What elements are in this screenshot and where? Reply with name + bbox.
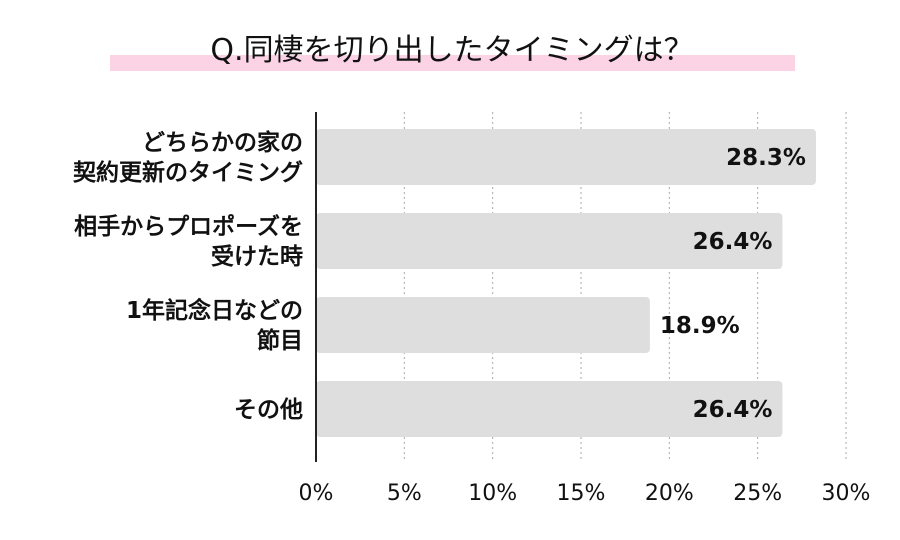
bar [316,129,816,185]
category-label: 相手からプロポーズを [74,213,303,240]
chart-title: Q.同棲を切り出したタイミングは？ [210,33,693,68]
category-label: 1年記念日などの [126,297,303,324]
category-label: 受けた時 [211,243,303,270]
category-label: その他 [234,397,303,423]
x-tick-label: 15% [557,481,606,506]
x-tick-labels: 0% 5% 10% 15% 20% 25% 30% [299,481,871,506]
title-underline [110,55,795,71]
bar [316,213,783,269]
category-label: 節目 [257,327,303,354]
category-label: どちらかの家の [142,129,303,156]
x-tick-label: 20% [645,481,694,506]
value-labels: 28.3% 26.4% 18.9% 26.4% [660,145,806,423]
value-label: 28.3% [726,145,806,171]
x-tick-label: 10% [468,481,517,506]
x-tick-label: 25% [733,481,782,506]
value-label: 26.4% [693,229,773,255]
bar [316,297,650,353]
chart-title-group: Q.同棲を切り出したタイミングは？ [110,33,795,71]
x-tick-label: 0% [299,481,334,506]
bar [316,381,783,437]
value-label: 18.9% [660,313,740,339]
bars [316,129,816,437]
category-label: 契約更新のタイミング [72,159,303,186]
x-tick-label: 30% [822,481,871,506]
x-tick-label: 5% [387,481,422,506]
value-label: 26.4% [693,397,773,423]
